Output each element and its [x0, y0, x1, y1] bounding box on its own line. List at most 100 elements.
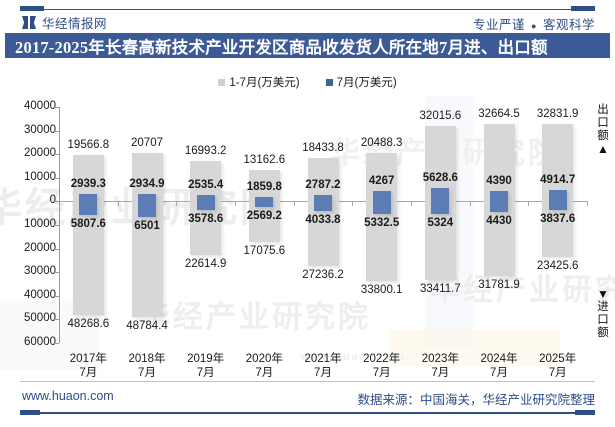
- bar-monthly-import[interactable]: [255, 201, 274, 208]
- y-axis-label: 0: [49, 194, 56, 207]
- bar-monthly-export[interactable]: [314, 194, 332, 202]
- bar-cumulative-export[interactable]: [542, 123, 574, 202]
- y-axis-tick: [53, 343, 59, 344]
- x-axis-tick: [587, 201, 588, 206]
- label-monthly-export: 2939.3: [70, 178, 106, 191]
- bar-monthly-export[interactable]: [255, 197, 274, 202]
- x-axis-category-year: 2017年: [69, 353, 107, 365]
- label-monthly-import: 5332.5: [364, 216, 400, 229]
- label-cumulative-export: 16993.2: [184, 145, 227, 158]
- bar-cumulative-import[interactable]: [424, 201, 456, 281]
- x-axis-category-label: 2017年 7月: [70, 352, 107, 380]
- bar-cumulative-import[interactable]: [72, 201, 104, 316]
- header-rule-cap-right: [571, 6, 595, 11]
- x-axis-tick: [469, 201, 471, 206]
- bar-monthly-import[interactable]: [490, 201, 508, 212]
- bar-cumulative-export[interactable]: [190, 161, 222, 202]
- bar-cumulative-export[interactable]: [307, 157, 339, 202]
- bar-monthly-import[interactable]: [196, 201, 215, 210]
- watermark-band-1: [390, 330, 560, 366]
- bar-cumulative-import[interactable]: [190, 201, 222, 255]
- y-axis-label: 50000: [24, 312, 56, 325]
- bar-monthly-export[interactable]: [79, 194, 98, 202]
- label-cumulative-export: 20488.3: [360, 137, 403, 150]
- x-axis-category-label: 2022年 7月: [363, 352, 400, 380]
- legend-item-cumulative[interactable]: 1-7月(万美元): [218, 74, 300, 90]
- label-monthly-export: 4390: [486, 175, 512, 188]
- chart-legend: 1-7月(万美元) 7月(万美元): [0, 74, 615, 90]
- x-axis-category-label: 2023年 7月: [422, 352, 459, 380]
- bar-monthly-import[interactable]: [372, 201, 391, 214]
- y-axis-label: 40000: [24, 100, 56, 112]
- y-axis: [59, 107, 60, 343]
- x-axis-category-label: 2024年 7月: [480, 352, 517, 380]
- bar-monthly-export[interactable]: [138, 194, 156, 202]
- y-axis-label: 60000: [24, 336, 56, 348]
- footer-url[interactable]: www.huaon.com: [22, 389, 114, 403]
- x-axis-category-month: 7月: [490, 367, 508, 379]
- y-axis-label: 30000: [24, 123, 56, 136]
- x-axis-category-month: 7月: [372, 367, 391, 379]
- bar-monthly-import[interactable]: [138, 201, 156, 217]
- brand: 华经情报网: [22, 13, 107, 32]
- label-monthly-import: 3837.6: [540, 213, 576, 226]
- legend-label-monthly: 7月(万美元): [336, 77, 397, 89]
- x-axis-tick: [176, 201, 178, 206]
- import-ann-char-3: 额: [597, 327, 609, 339]
- y-axis-tick: [53, 319, 59, 321]
- bar-monthly-export[interactable]: [431, 188, 450, 202]
- up-arrow-icon: ▲: [597, 142, 609, 156]
- bar-monthly-import[interactable]: [548, 201, 567, 211]
- export-ann-char-2: 口: [597, 117, 609, 129]
- label-cumulative-export: 32664.5: [478, 108, 520, 121]
- label-cumulative-import: 48784.4: [126, 319, 168, 332]
- label-monthly-import: 4033.8: [305, 213, 341, 226]
- bar-cumulative-import[interactable]: [248, 201, 280, 242]
- header-top-rule: [20, 9, 595, 10]
- watermark-text-2: 华经产业研究院: [140, 301, 371, 334]
- label-monthly-export: 5628.6: [422, 172, 458, 185]
- bar-cumulative-import[interactable]: [366, 201, 398, 282]
- label-monthly-export: 2787.2: [305, 178, 341, 191]
- import-ann-char-1: 进: [597, 301, 609, 313]
- label-cumulative-import: 31781.9: [478, 279, 520, 292]
- label-cumulative-export: 18433.8: [302, 141, 344, 154]
- bar-cumulative-import[interactable]: [542, 201, 574, 257]
- footer-bottom-rule: [20, 412, 595, 414]
- tagline: 专业严谨 ● 客观科学: [473, 14, 595, 33]
- y-axis-tick: [53, 272, 59, 274]
- legend-item-monthly[interactable]: 7月(万美元): [325, 74, 397, 90]
- bar-monthly-export[interactable]: [490, 191, 508, 202]
- x-axis-tick: [528, 201, 530, 206]
- bar-cumulative-import[interactable]: [307, 201, 339, 266]
- bar-cumulative-export[interactable]: [248, 170, 280, 202]
- export-ann-char-3: 额: [597, 130, 609, 142]
- label-cumulative-import: 33800.1: [360, 284, 403, 297]
- bar-monthly-import[interactable]: [79, 201, 98, 216]
- bar-cumulative-import[interactable]: [483, 201, 515, 277]
- x-axis-tick: [293, 201, 295, 206]
- bar-monthly-export[interactable]: [196, 195, 215, 202]
- bar-monthly-import[interactable]: [431, 201, 450, 214]
- bar-monthly-import[interactable]: [314, 201, 332, 211]
- x-axis-category-year: 2018年: [128, 353, 166, 365]
- bar-monthly-export[interactable]: [372, 191, 391, 202]
- y-axis-tick: [53, 154, 59, 156]
- bar-cumulative-import[interactable]: [131, 201, 163, 317]
- bar-cumulative-export[interactable]: [483, 124, 515, 202]
- bar-cumulative-export[interactable]: [131, 152, 163, 202]
- y-axis-label: 30000: [24, 265, 56, 278]
- y-axis-tick: [53, 201, 59, 203]
- label-monthly-import: 5324: [427, 216, 454, 229]
- x-axis-tick: [352, 201, 354, 206]
- bar-cumulative-export[interactable]: [72, 155, 104, 202]
- x-axis-tick: [235, 201, 236, 206]
- bar-monthly-export[interactable]: [548, 189, 567, 202]
- x-axis-category-label: 2025年 7月: [539, 352, 576, 380]
- tagline-separator-icon: ●: [531, 20, 537, 31]
- down-arrow-icon: ▼: [597, 287, 609, 301]
- footer-source: 数据来源：中国海关，华经产业研究院整理: [357, 393, 595, 407]
- label-cumulative-import: 27236.2: [302, 268, 344, 281]
- label-cumulative-import: 23425.6: [536, 259, 579, 272]
- footer-rule: [20, 381, 595, 382]
